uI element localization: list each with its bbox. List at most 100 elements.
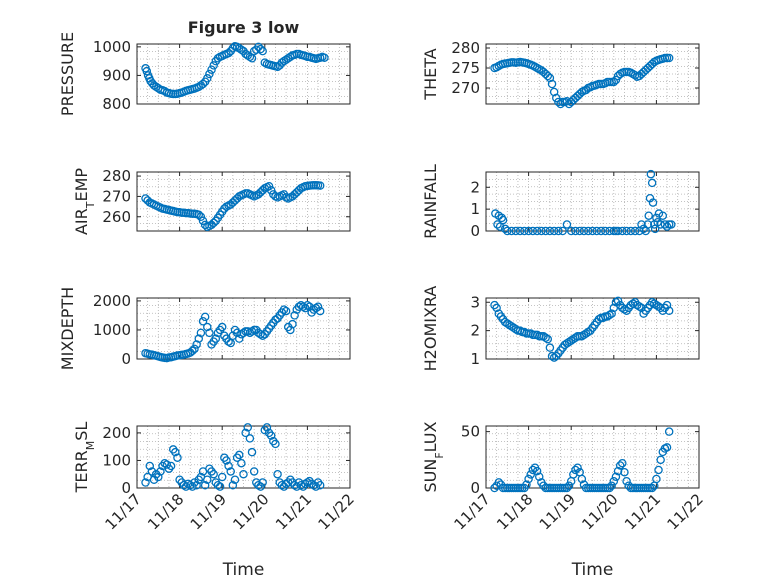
chart-4-axes-box	[136, 297, 351, 360]
chart-7-ylabel-text: SUN	[421, 459, 440, 493]
chart-3-point	[545, 226, 555, 236]
chart-0-point	[234, 44, 244, 53]
chart-0-point	[209, 61, 218, 70]
chart-3-point	[639, 224, 648, 234]
chart-7-point	[654, 465, 663, 475]
chart-0-point	[207, 65, 216, 74]
chart-6-point	[213, 480, 223, 490]
chart-5-point	[613, 296, 623, 306]
chart-7-ytick-label: 50	[461, 423, 480, 441]
chart-7-point	[526, 470, 535, 479]
chart-6-point	[273, 469, 282, 479]
chart-0-ylabel: PRESSURE	[58, 32, 77, 116]
chart-1-point	[641, 65, 651, 75]
chart-3-point	[549, 226, 559, 236]
chart-5-point	[579, 330, 589, 340]
chart-4-point	[205, 328, 214, 338]
chart-7-point	[615, 461, 625, 470]
chart-3-point	[667, 220, 676, 229]
chart-5-point	[541, 333, 550, 342]
chart-5-point	[632, 300, 642, 310]
chart-7-point	[613, 466, 623, 476]
chart-0-title: Figure 3 low	[188, 18, 300, 37]
chart-6-ytick-label: 200	[102, 424, 131, 442]
chart-3-point	[643, 220, 653, 229]
chart-6-point	[215, 482, 225, 491]
chart-7-xtick-label: 11/20	[578, 490, 621, 533]
chart-3-point	[511, 226, 521, 236]
chart-6-point	[256, 482, 265, 491]
chart-2-ylabel-subscript: T	[84, 201, 97, 209]
chart-4-ytick-label: 0	[121, 350, 131, 368]
chart-5-point	[545, 343, 555, 352]
chart-5-point	[652, 300, 661, 310]
chart-7-point	[494, 478, 504, 487]
chart-2-ylabel-text: AIR	[72, 208, 91, 235]
chart-5-point	[605, 310, 614, 320]
chart-5-point	[560, 340, 570, 350]
chart-3-point	[537, 226, 546, 236]
chart-4-ytick-label: 2000	[93, 292, 131, 310]
chart-6-point	[262, 423, 272, 432]
chart-3-point	[515, 226, 525, 236]
chart-6-point	[209, 469, 218, 479]
chart-3-point	[507, 226, 516, 236]
chart-5-point	[539, 332, 548, 341]
chart-6-point	[254, 480, 263, 490]
chart-6-axes-box	[136, 425, 351, 489]
chart-0-point	[258, 46, 267, 56]
chart-1-point	[552, 93, 561, 103]
chart-4-point	[190, 344, 199, 354]
chart-1-point	[543, 71, 553, 81]
chart-5-point	[618, 303, 627, 313]
chart-5-point	[662, 300, 672, 310]
chart-0-point	[237, 45, 246, 54]
chart-3-axes-box	[485, 171, 700, 232]
chart-3-point	[626, 226, 636, 236]
chart-0-point	[320, 53, 329, 62]
chart-5-ylabel: H2OMIXRA	[421, 286, 440, 372]
chart-6-xtick-label: 11/18	[144, 490, 187, 533]
chart-7-point	[605, 483, 614, 493]
chart-7-point	[535, 472, 544, 481]
chart-3-point	[622, 226, 631, 236]
chart-5-ytick-label: 2	[470, 322, 480, 340]
chart-6-point	[266, 431, 276, 440]
chart-3-point	[605, 226, 614, 236]
chart-6-point	[241, 428, 250, 438]
chart-6-point	[171, 447, 180, 457]
chart-0-point	[224, 48, 233, 58]
chart-7-point	[562, 483, 572, 493]
chart-0-point	[213, 54, 223, 63]
chart-7-point	[524, 474, 533, 484]
chart-5-axes-box	[485, 297, 700, 360]
chart-7-point	[662, 443, 672, 452]
chart-4-point	[258, 331, 267, 341]
chart-3-point	[575, 226, 584, 236]
chart-0-point	[245, 52, 255, 62]
chart-4-point	[311, 303, 321, 313]
chart-7-ylabel: SUNFLUX	[421, 421, 446, 492]
chart-4-point	[192, 340, 201, 349]
chart-5-point	[647, 298, 657, 307]
chart-6-point	[234, 450, 244, 460]
chart-5-point	[564, 337, 574, 347]
chart-2-point	[264, 181, 274, 191]
chart-7-ytick-label: 0	[470, 479, 480, 497]
chart-1-theta: 270 275 280 THETA	[421, 39, 700, 109]
chart-0-point	[283, 54, 293, 63]
chart-0-point	[228, 44, 238, 53]
chart-6-point	[271, 439, 280, 449]
chart-0-point	[277, 58, 287, 67]
chart-4-point	[224, 337, 233, 346]
chart-2-ylabel: AIRTEMP	[72, 168, 97, 235]
chart-5-point	[637, 303, 646, 313]
chart-1-point	[571, 93, 580, 103]
chart-3-ytick-label: 2	[470, 178, 480, 196]
chart-7-point	[647, 483, 657, 493]
chart-4-point	[194, 334, 204, 343]
chart-5-point	[607, 309, 616, 318]
chart-2-point	[196, 212, 206, 222]
chart-6-xtick-label: 11/20	[229, 490, 272, 533]
chart-6-point	[247, 447, 257, 457]
